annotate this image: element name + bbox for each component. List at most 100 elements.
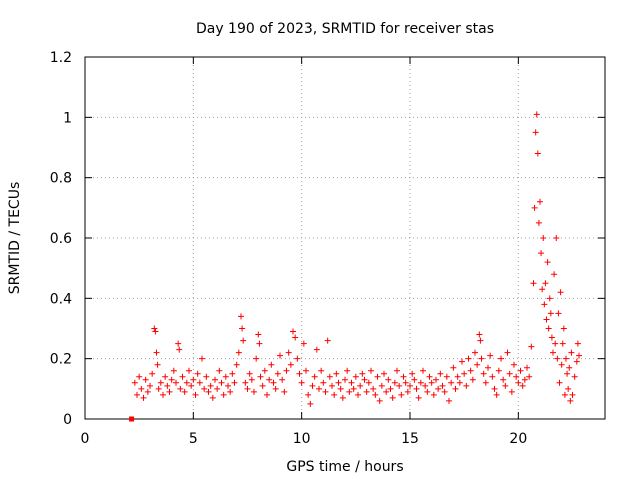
data-point xyxy=(532,129,539,136)
data-point xyxy=(331,391,338,398)
data-point xyxy=(534,150,541,157)
data-point xyxy=(272,385,279,392)
data-point xyxy=(270,379,277,386)
data-point xyxy=(177,385,184,392)
data-point xyxy=(264,391,270,398)
data-point xyxy=(248,376,255,383)
data-point xyxy=(378,382,385,389)
data-point xyxy=(274,370,281,377)
data-point xyxy=(559,340,566,347)
data-point xyxy=(402,379,409,386)
data-point xyxy=(566,364,573,371)
data-point xyxy=(546,295,553,302)
data-point xyxy=(563,355,569,362)
data-point xyxy=(502,382,509,389)
data-point xyxy=(542,280,549,287)
data-point xyxy=(381,370,387,377)
data-point xyxy=(391,379,398,386)
data-point xyxy=(214,385,221,392)
data-point xyxy=(326,373,333,380)
data-point xyxy=(547,310,554,317)
data-point xyxy=(383,388,390,395)
data-point xyxy=(147,382,153,389)
data-point xyxy=(404,388,411,395)
data-point xyxy=(311,373,318,380)
data-point xyxy=(561,391,568,398)
data-point xyxy=(476,331,483,338)
data-point xyxy=(489,373,496,380)
data-point xyxy=(298,379,305,386)
data-point xyxy=(220,391,227,398)
data-point xyxy=(256,340,263,347)
data-point xyxy=(287,361,294,368)
data-point xyxy=(491,385,498,392)
data-point xyxy=(555,310,562,317)
data-point xyxy=(498,355,504,362)
data-point xyxy=(227,388,234,395)
x-tick-label: 20 xyxy=(509,431,527,447)
data-point xyxy=(567,397,574,404)
data-point xyxy=(537,198,543,205)
data-point xyxy=(212,376,218,383)
data-point xyxy=(361,376,368,383)
data-point xyxy=(487,352,494,359)
data-point xyxy=(485,364,491,371)
data-point xyxy=(251,388,257,395)
data-point xyxy=(398,391,405,398)
data-point xyxy=(413,385,420,392)
x-tick-label: 5 xyxy=(189,431,198,447)
data-point xyxy=(376,397,383,404)
data-point xyxy=(456,379,463,386)
data-point xyxy=(539,286,546,293)
data-point xyxy=(544,259,551,266)
data-point xyxy=(253,355,260,362)
data-point xyxy=(565,385,572,392)
data-points xyxy=(129,111,582,422)
data-point xyxy=(296,370,303,377)
data-point xyxy=(257,373,264,380)
data-point xyxy=(576,352,582,359)
y-tick-label: 0.2 xyxy=(50,352,72,368)
x-tick-label: 0 xyxy=(81,431,90,447)
data-point xyxy=(407,382,413,389)
data-point xyxy=(229,370,236,377)
data-point xyxy=(149,370,156,377)
data-point xyxy=(255,331,262,338)
data-point xyxy=(136,373,143,380)
data-point xyxy=(465,355,472,362)
data-point xyxy=(160,391,166,398)
data-point xyxy=(240,337,247,344)
data-point xyxy=(290,328,296,335)
data-point xyxy=(168,376,175,383)
data-point xyxy=(281,388,288,395)
data-point xyxy=(235,349,242,356)
data-point xyxy=(242,379,249,386)
data-point xyxy=(261,367,268,374)
data-point xyxy=(551,271,558,278)
data-point xyxy=(142,376,149,383)
data-point xyxy=(355,391,361,398)
data-point xyxy=(144,388,151,395)
data-point xyxy=(553,235,560,241)
y-tick-label: 0.4 xyxy=(50,291,72,307)
data-point xyxy=(322,388,329,395)
data-point xyxy=(374,373,381,380)
data-point xyxy=(207,382,214,389)
data-point xyxy=(545,325,552,332)
data-point xyxy=(190,376,197,383)
chart-title: Day 190 of 2023, SRMTID for receiver sta… xyxy=(196,21,494,37)
data-point xyxy=(342,376,348,383)
data-point xyxy=(452,385,459,392)
data-point xyxy=(209,394,216,401)
data-point xyxy=(474,361,481,368)
data-point xyxy=(333,370,340,377)
data-point xyxy=(506,370,513,377)
data-point xyxy=(571,373,578,380)
y-tick-label: 0.8 xyxy=(50,171,72,187)
data-point xyxy=(422,382,429,389)
data-point xyxy=(233,361,240,368)
data-point xyxy=(564,370,571,377)
data-point xyxy=(134,391,140,398)
data-point xyxy=(426,373,433,380)
data-point xyxy=(495,367,502,374)
